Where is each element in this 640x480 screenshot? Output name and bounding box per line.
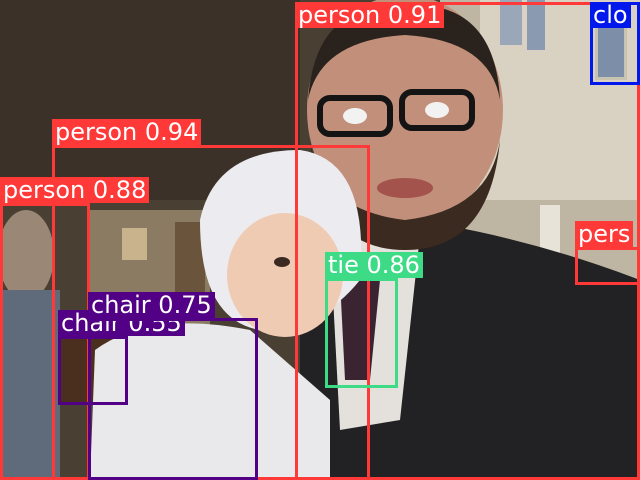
detection-class: chair: [91, 291, 151, 319]
detection-class: person: [55, 118, 138, 146]
detection-class: tie: [328, 251, 359, 279]
detection-class: person: [298, 1, 381, 29]
detection-class: clo: [593, 1, 628, 29]
detection-score: 0.94: [144, 118, 199, 146]
detection-score: 0.75: [158, 291, 212, 319]
detection-label: person 0.94: [52, 118, 202, 146]
detection-class: pers: [578, 220, 631, 248]
detection-box-clock: clo: [590, 2, 640, 85]
detection-score: 0.86: [366, 251, 420, 279]
detection-box-person-man: person 0.91: [295, 2, 640, 480]
detection-score: 0.88: [92, 176, 147, 204]
detection-label: pers: [575, 220, 634, 248]
detection-label: person 0.91: [295, 1, 445, 29]
detection-label: tie 0.86: [325, 252, 423, 278]
detection-label: person 0.88: [0, 176, 150, 204]
detection-score: 0.91: [387, 1, 442, 29]
detection-box-tie: tie 0.86: [325, 252, 423, 388]
detection-class: person: [3, 176, 86, 204]
detection-label: chair 0.75: [88, 292, 215, 318]
detection-label: clo: [590, 2, 631, 28]
detection-box-person-right: pers: [575, 221, 640, 285]
detection-box-chair: chair 0.75: [88, 292, 258, 480]
